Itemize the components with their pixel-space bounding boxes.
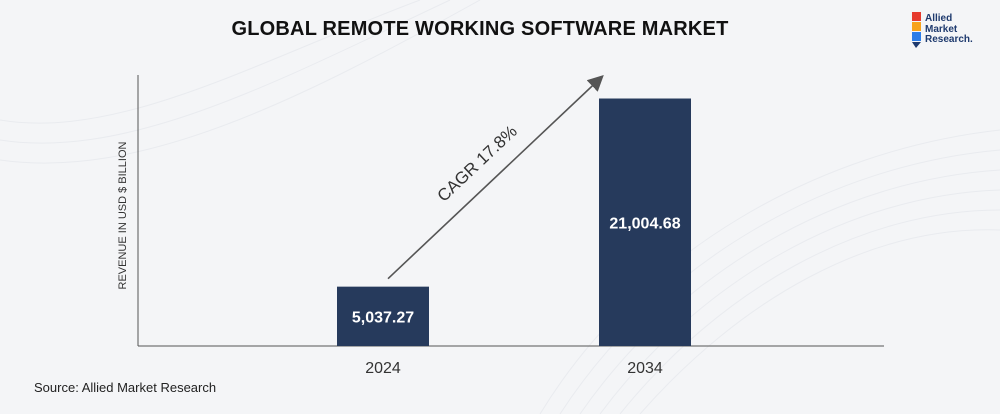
bar-2034 — [599, 98, 691, 347]
cagr-annotation: CAGR 17.8% — [434, 122, 521, 206]
bar-2024 — [337, 286, 429, 346]
logo-line-3: Research. — [925, 34, 973, 45]
x-tick-label-2024: 2024 — [365, 360, 401, 377]
bar-value-label-2024: 5,037.27 — [352, 309, 414, 326]
x-tick-label-2034: 2034 — [627, 360, 663, 377]
allied-market-research-logo: Allied Market Research. — [912, 10, 992, 54]
cagr-arrow — [387, 75, 604, 280]
chart-title: GLOBAL REMOTE WORKING SOFTWARE MARKET — [231, 18, 729, 40]
bars-group: 5,037.27 2024 21,004.68 2034 — [337, 98, 691, 377]
logo-line-1: Allied — [925, 13, 953, 24]
bar-value-label-2034: 21,004.68 — [609, 215, 680, 232]
logo-line-2: Market — [925, 23, 958, 35]
source-note: Source: Allied Market Research — [34, 380, 217, 395]
logo-mark-icon — [912, 12, 921, 48]
y-axis-label: REVENUE IN USD $ BILLION — [117, 141, 129, 289]
